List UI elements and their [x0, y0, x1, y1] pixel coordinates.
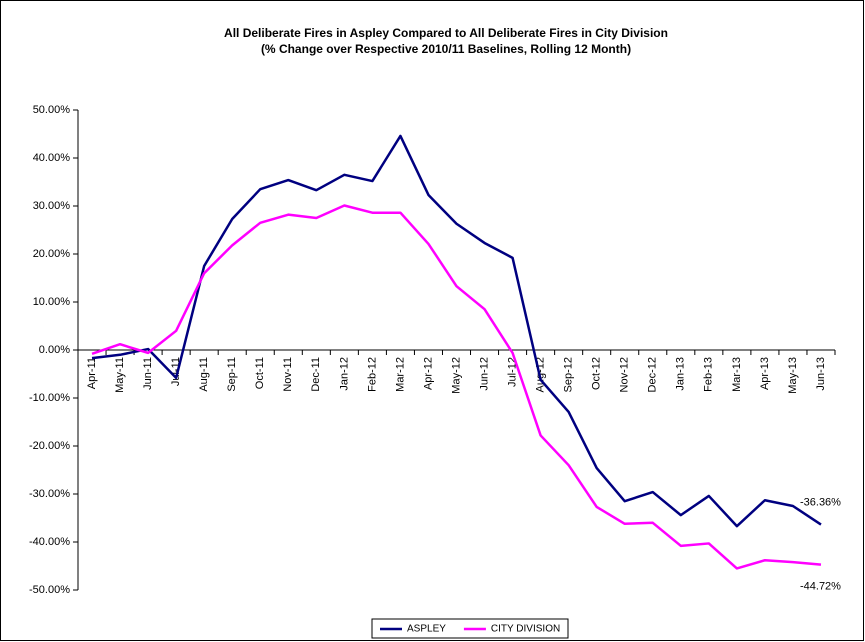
- x-tick-label: May-11: [114, 357, 126, 393]
- y-tick-label: 30.00%: [33, 200, 71, 212]
- x-tick-label: Apr-13: [759, 357, 771, 390]
- x-tick-label: Dec-12: [647, 357, 659, 392]
- y-tick-label: -50.00%: [29, 584, 70, 596]
- y-tick-label: 50.00%: [33, 104, 71, 116]
- x-tick-label: Apr-11: [86, 357, 98, 389]
- y-tick-label: -20.00%: [29, 440, 70, 452]
- y-tick-label: 40.00%: [33, 152, 71, 164]
- series-line: [91, 204, 822, 570]
- x-tick-label: Jun-12: [478, 357, 490, 391]
- x-tick-label: Sep-11: [226, 357, 238, 392]
- x-tick-label: May-12: [450, 357, 462, 394]
- x-tick-label: Mar-12: [394, 357, 406, 392]
- x-tick-label: Jun-11: [142, 357, 154, 390]
- y-tick-label: -40.00%: [29, 536, 70, 548]
- x-tick-label: Sep-12: [563, 357, 575, 392]
- x-tick-label: Feb-13: [703, 357, 715, 392]
- legend-label: ASPLEY: [407, 624, 446, 635]
- y-tick-label: 10.00%: [33, 296, 71, 308]
- y-tick-label: 20.00%: [33, 248, 71, 260]
- x-tick-label: Dec-11: [310, 357, 322, 392]
- y-tick-label: 0.00%: [39, 344, 70, 356]
- x-tick-label: Aug-11: [198, 357, 210, 392]
- x-tick-label: Jan-12: [338, 357, 350, 391]
- y-tick-label: -10.00%: [29, 392, 70, 404]
- x-tick-label: Oct-12: [591, 357, 603, 390]
- x-tick-label: Mar-13: [731, 357, 743, 392]
- x-tick-label: Jun-13: [815, 357, 827, 391]
- x-tick-label: Nov-11: [282, 357, 294, 392]
- x-tick-label: Oct-11: [254, 357, 266, 389]
- x-tick-label: Feb-12: [366, 357, 378, 392]
- series-line: [91, 134, 822, 528]
- chart-subtitle: (% Change over Respective 2010/11 Baseli…: [261, 42, 631, 56]
- chart-title: All Deliberate Fires in Aspley Compared …: [224, 26, 668, 40]
- legend-label: CITY DIVISION: [491, 624, 560, 635]
- y-tick-label: -30.00%: [29, 488, 70, 500]
- x-tick-label: Nov-12: [619, 357, 631, 392]
- x-tick-label: Apr-12: [422, 357, 434, 390]
- x-tick-label: May-13: [787, 357, 799, 394]
- data-label: -36.36%: [800, 496, 841, 508]
- x-tick-label: Jan-13: [675, 357, 687, 391]
- data-label: -44.72%: [800, 581, 841, 593]
